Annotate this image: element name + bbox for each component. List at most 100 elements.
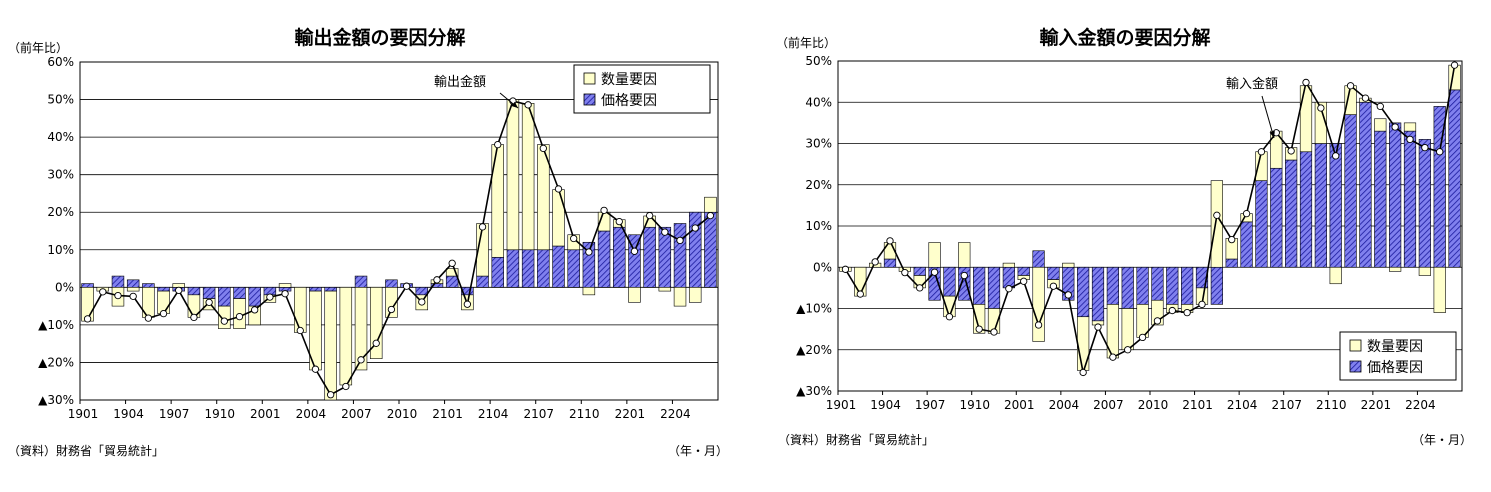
import-x-tick-label: 1904 [870, 398, 901, 412]
export-plot-area: 60% 50% 40% 30% 20% 10% 0% ▲10% ▲20% ▲30%1901 1904… [38, 55, 719, 421]
export-quantity-factor-bar [567, 234, 580, 251]
export-price-factor-bar [597, 230, 611, 288]
import-quantity-factor-bar [1002, 262, 1015, 268]
export-price-factor-bar [309, 287, 322, 292]
export-price-factor-bar [537, 249, 550, 288]
import-total-marker [990, 328, 998, 336]
export-price-factor-bar [476, 275, 489, 288]
import-y-tick-label: ▲20% [796, 343, 832, 357]
export-legend-quantity-label: 数量要因 [601, 72, 657, 88]
export-y-unit-label: （前年比） [8, 40, 68, 55]
export-price-factor-bar [415, 287, 429, 296]
export-x-tick-label: 1907 [159, 407, 190, 421]
export-quantity-factor-bar [628, 287, 641, 303]
import-quantity-factor-bar [1374, 118, 1387, 132]
import-price-factor-bar [1106, 266, 1119, 305]
export-total-marker [706, 211, 715, 220]
export-legend-price-label: 価格要因 [601, 93, 657, 109]
export-total-marker [433, 276, 441, 284]
export-price-factor-bar [202, 287, 216, 299]
export-total-marker [494, 140, 502, 149]
import-total-marker [1287, 147, 1295, 155]
import-y-tick-label: 0% [813, 260, 832, 274]
import-x-tick-label: 2201 [1361, 398, 1392, 412]
export-quantity-factor-bar [126, 287, 140, 292]
export-total-marker [342, 382, 350, 391]
export-price-factor-bar [385, 279, 398, 288]
import-price-factor-bar [1374, 130, 1387, 268]
import-y-tick-label: 20% [805, 178, 832, 192]
import-price-factor-bar [1121, 266, 1134, 309]
import-price-factor-bar [1225, 258, 1238, 268]
export-plot-frame [79, 61, 719, 401]
export-legend-price-swatch [583, 93, 596, 106]
import-price-factor-bar [883, 258, 897, 268]
import-y-tick-label: ▲30% [796, 384, 832, 398]
import-total-marker [960, 271, 968, 280]
export-x-tick-label: 2010 [387, 407, 418, 421]
import-total-marker [856, 290, 864, 298]
import-chart-title: 輸入金額の要因分解 [1039, 26, 1210, 49]
import-price-factor-bar [1017, 266, 1030, 276]
export-total-marker [99, 288, 107, 296]
export-quantity-factor-bar [491, 144, 504, 258]
import-y-tick-label: 50% [805, 54, 832, 68]
export-quantity-factor-bar [658, 287, 672, 292]
export-quantity-factor-bar [385, 287, 398, 318]
import-price-factor-bar [1077, 266, 1090, 318]
import-price-factor-bar [973, 266, 986, 305]
export-quantity-factor-bar [278, 283, 292, 288]
import-y-tick-label: 30% [805, 137, 832, 151]
import-price-factor-bar [1136, 266, 1149, 305]
export-total-marker [251, 306, 259, 314]
export-total-marker [615, 217, 623, 226]
export-x-tick-label: 2204 [660, 407, 691, 421]
import-price-factor-bar [1240, 221, 1253, 268]
export-legend-box [573, 64, 711, 114]
import-quantity-factor-bar [973, 304, 986, 334]
export-total-marker [448, 259, 456, 267]
import-total-marker [1005, 285, 1013, 293]
export-total-marker [402, 282, 411, 290]
export-quantity-factor-bar [521, 103, 535, 251]
import-total-marker [1198, 300, 1206, 309]
export-total-marker [570, 234, 578, 243]
import-total-marker [1391, 123, 1399, 131]
export-price-factor-bar [704, 211, 717, 288]
import-quantity-factor-bar [1121, 308, 1134, 351]
export-price-factor-bar [491, 256, 504, 288]
export-price-factor-bar [673, 223, 687, 288]
export-total-marker [159, 309, 168, 318]
export-total-marker [129, 292, 137, 300]
import-price-factor-bar [1359, 101, 1372, 268]
export-total-marker [676, 236, 684, 245]
import-x-tick-label: 2007 [1093, 398, 1124, 412]
import-total-marker [1020, 277, 1028, 285]
import-total-marker [1450, 61, 1459, 69]
import-total-marker [945, 313, 954, 321]
export-quantity-factor-bar [445, 268, 459, 277]
import-price-factor-bar [1389, 122, 1402, 268]
import-total-marker [1079, 368, 1087, 377]
import-x-tick-label: 2101 [1182, 398, 1213, 412]
export-source-note: （資料）財務省「貿易統計」 [8, 443, 164, 458]
import-y-tick-label: ▲10% [796, 302, 832, 316]
import-legend-quantity-swatch [1349, 339, 1362, 352]
export-x-tick-label: 1901 [68, 407, 99, 421]
export-price-factor-bar [521, 249, 535, 288]
import-price-factor-bar [1344, 114, 1357, 268]
import-price-factor-bar [1166, 266, 1179, 305]
export-total-marker [691, 224, 699, 232]
import-total-marker [1094, 323, 1102, 331]
export-price-factor-bar [126, 279, 140, 288]
import-x-tick-label: 1910 [959, 398, 990, 412]
export-x-tick-label: 2201 [615, 407, 646, 421]
import-quantity-factor-bar [1062, 262, 1075, 268]
export-quantity-factor-bar [339, 287, 353, 386]
import-x-tick-label: 2110 [1316, 398, 1347, 412]
export-x-tick-label: 2004 [296, 407, 327, 421]
export-price-factor-bar [354, 275, 368, 288]
export-total-marker [190, 313, 198, 322]
export-x-tick-label: 2110 [569, 407, 600, 421]
